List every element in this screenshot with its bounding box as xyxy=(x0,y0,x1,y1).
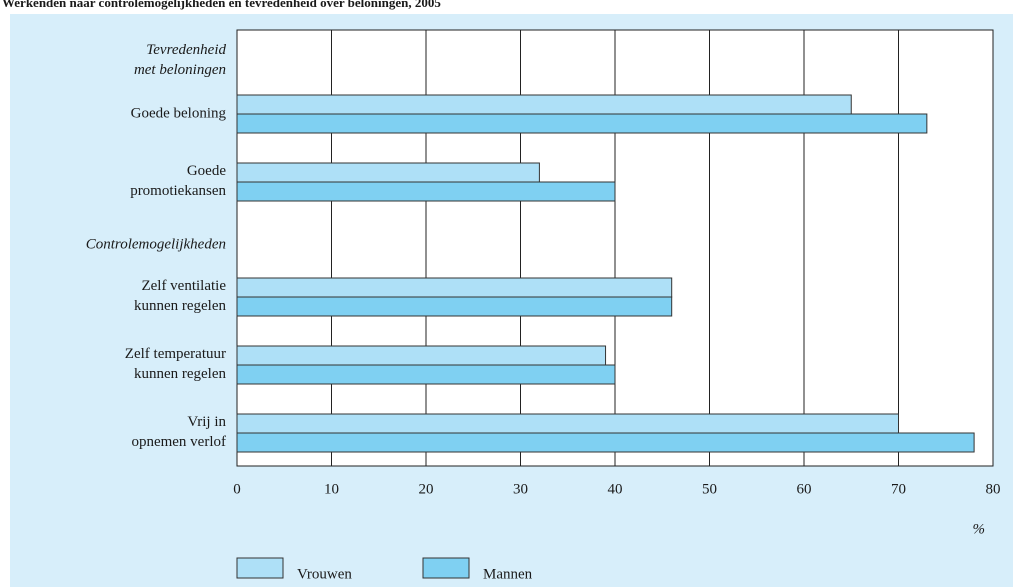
bar xyxy=(236,413,899,434)
x-axis-label: % xyxy=(973,521,986,537)
bar xyxy=(236,345,607,366)
bar xyxy=(236,364,616,385)
legend-label: Vrouwen xyxy=(297,566,352,582)
y-tick-label: Goede promotiekansen xyxy=(130,163,226,199)
legend-swatch xyxy=(236,557,284,579)
y-tick-label: Controlemogelijkheden xyxy=(86,236,226,252)
x-tick-label: 60 xyxy=(797,481,812,497)
bar xyxy=(236,94,852,115)
y-tick-label: Zelf ventilatie kunnen regelen xyxy=(134,278,227,314)
bar xyxy=(236,162,540,183)
y-tick-label: Zelf temperatuur kunnen regelen xyxy=(125,346,227,382)
bar xyxy=(236,181,616,202)
bar xyxy=(236,432,975,453)
x-tick-label: 20 xyxy=(419,481,434,497)
x-tick-label: 80 xyxy=(986,481,1001,497)
x-tick-label: 30 xyxy=(513,481,528,497)
bar xyxy=(236,113,928,134)
legend-label: Mannen xyxy=(483,566,533,582)
y-tick-label: Goede beloning xyxy=(131,105,227,121)
x-tick-label: 0 xyxy=(233,481,241,497)
y-tick-label: Tevredenheid met beloningen xyxy=(134,42,227,78)
bar xyxy=(236,296,673,317)
x-tick-label: 40 xyxy=(608,481,623,497)
bar xyxy=(236,277,673,298)
x-tick-label: 50 xyxy=(702,481,717,497)
chart-title: Werkenden naar controlemogelijkheden en … xyxy=(2,0,441,10)
x-tick-label: 70 xyxy=(891,481,906,497)
legend-swatch xyxy=(422,557,470,579)
x-tick-label: 10 xyxy=(324,481,339,497)
y-tick-label: Vrij in opnemen verlof xyxy=(131,414,226,450)
